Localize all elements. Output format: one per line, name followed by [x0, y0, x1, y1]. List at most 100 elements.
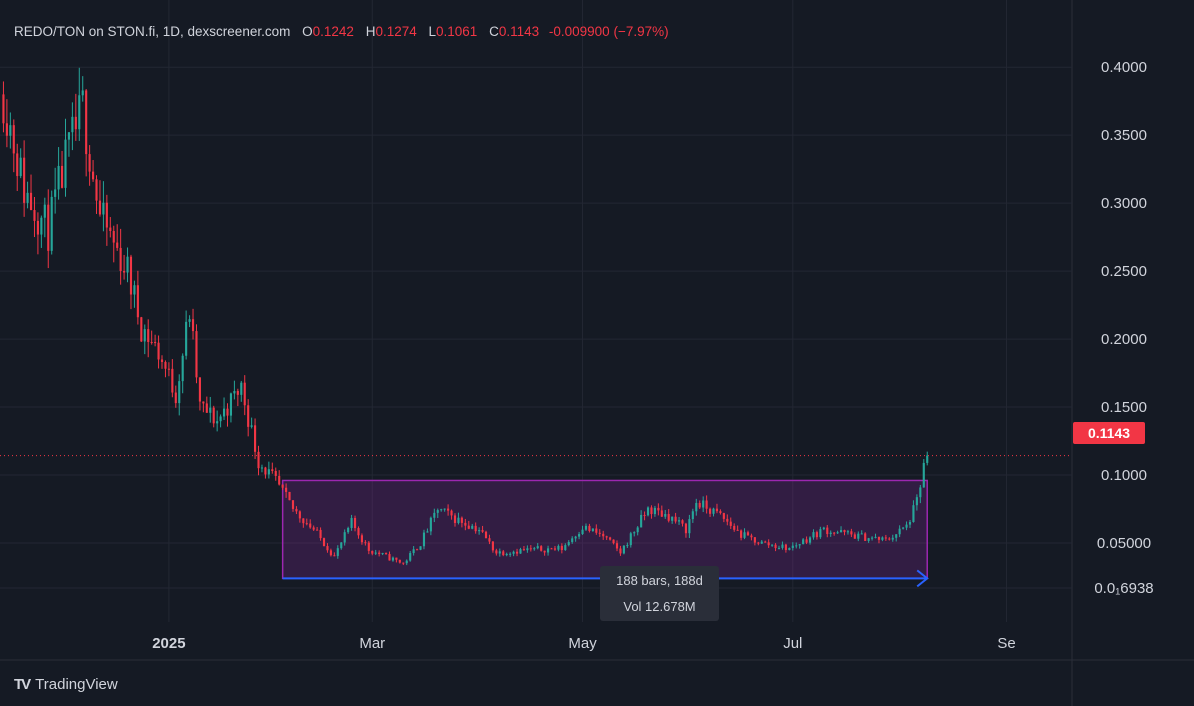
candle-body [374, 552, 377, 554]
candle [705, 495, 708, 514]
candle [726, 514, 729, 526]
candle-body [143, 329, 146, 342]
candle [109, 217, 112, 238]
candle-body [264, 467, 267, 475]
candle-body [333, 555, 336, 557]
candle [667, 509, 670, 523]
candle [285, 483, 288, 498]
candle [488, 534, 491, 545]
candle [905, 521, 908, 531]
candle [533, 546, 536, 551]
candle-body [581, 529, 584, 535]
candle [853, 532, 856, 539]
candle [860, 530, 863, 535]
candle-body [195, 331, 198, 378]
candle [764, 540, 767, 543]
candle [29, 174, 33, 211]
candle-body [722, 513, 725, 519]
candle-body [436, 510, 439, 513]
candle [278, 470, 281, 486]
price-axis[interactable]: 0.4000 0.3500 0.3000 0.2500 0.2000 0.1500 0.10… [1094, 59, 1153, 597]
candle-body [753, 537, 756, 543]
candle-body [57, 165, 60, 190]
candle [40, 215, 43, 248]
candle [884, 534, 887, 541]
candle-body [229, 393, 233, 416]
candle-body [760, 541, 763, 544]
measure-rect [281, 479, 928, 580]
candle-body [564, 545, 567, 551]
candle-body [791, 545, 794, 548]
candle [719, 509, 722, 515]
candle-body [226, 408, 229, 416]
candle-body [64, 139, 67, 188]
candle-body [912, 505, 915, 523]
candle-body [23, 157, 26, 203]
candle-body [819, 529, 822, 538]
candle [871, 536, 874, 541]
candle [154, 334, 157, 347]
candle-body [85, 90, 88, 155]
candle [571, 536, 574, 544]
candle-body [505, 553, 508, 556]
candle-body [119, 247, 122, 272]
candle-body [12, 125, 15, 154]
candle-body [216, 421, 219, 424]
candle-body [2, 94, 5, 124]
candle-body [553, 548, 557, 550]
candle [746, 530, 750, 536]
candle [543, 550, 546, 556]
candle-body [29, 192, 33, 211]
time-axis[interactable]: 2025 Mar May Jul Se [152, 635, 1015, 652]
candle-body [116, 242, 119, 248]
candle-body [612, 539, 615, 544]
candle-body [812, 532, 815, 538]
candle-body [222, 408, 226, 417]
price-tick-label: 0.05000 [1097, 535, 1151, 552]
candle [140, 316, 143, 342]
candle-body [650, 507, 653, 515]
candle-body [81, 90, 84, 96]
candle [322, 537, 326, 547]
candle [309, 519, 312, 529]
candle [178, 374, 181, 416]
candle [626, 542, 629, 549]
candle [364, 540, 367, 546]
candle [447, 504, 450, 516]
candle-body [54, 189, 57, 197]
close-label: C [489, 24, 499, 39]
candle [588, 523, 591, 533]
price-tick-label: 0.2500 [1101, 263, 1147, 280]
candle [112, 225, 115, 263]
candle-body [274, 470, 277, 476]
candle [88, 145, 91, 186]
candle-body [254, 425, 257, 452]
price-tick-label: 0.4000 [1101, 59, 1147, 76]
candle [288, 491, 291, 501]
candle-body [109, 227, 112, 232]
candle [419, 546, 422, 551]
candle [733, 523, 736, 532]
candle [388, 551, 391, 561]
candle-body [88, 154, 91, 172]
candle [622, 545, 625, 555]
bars-count-label: 188 bars, 188d [616, 573, 703, 588]
candle-body [150, 341, 153, 343]
candle [681, 519, 684, 527]
candle [509, 552, 512, 557]
candle [402, 562, 405, 566]
candle [512, 550, 515, 557]
candle-body [443, 508, 446, 510]
candle [160, 355, 164, 369]
tradingview-logo[interactable]: TV TradingView [14, 676, 118, 693]
candle [491, 541, 494, 553]
candle-body [105, 202, 108, 228]
candle-body [267, 469, 270, 475]
candle-body [405, 560, 408, 564]
candle-body [629, 533, 632, 546]
candle [481, 525, 484, 533]
candle [839, 526, 843, 533]
candle-body [788, 547, 791, 551]
